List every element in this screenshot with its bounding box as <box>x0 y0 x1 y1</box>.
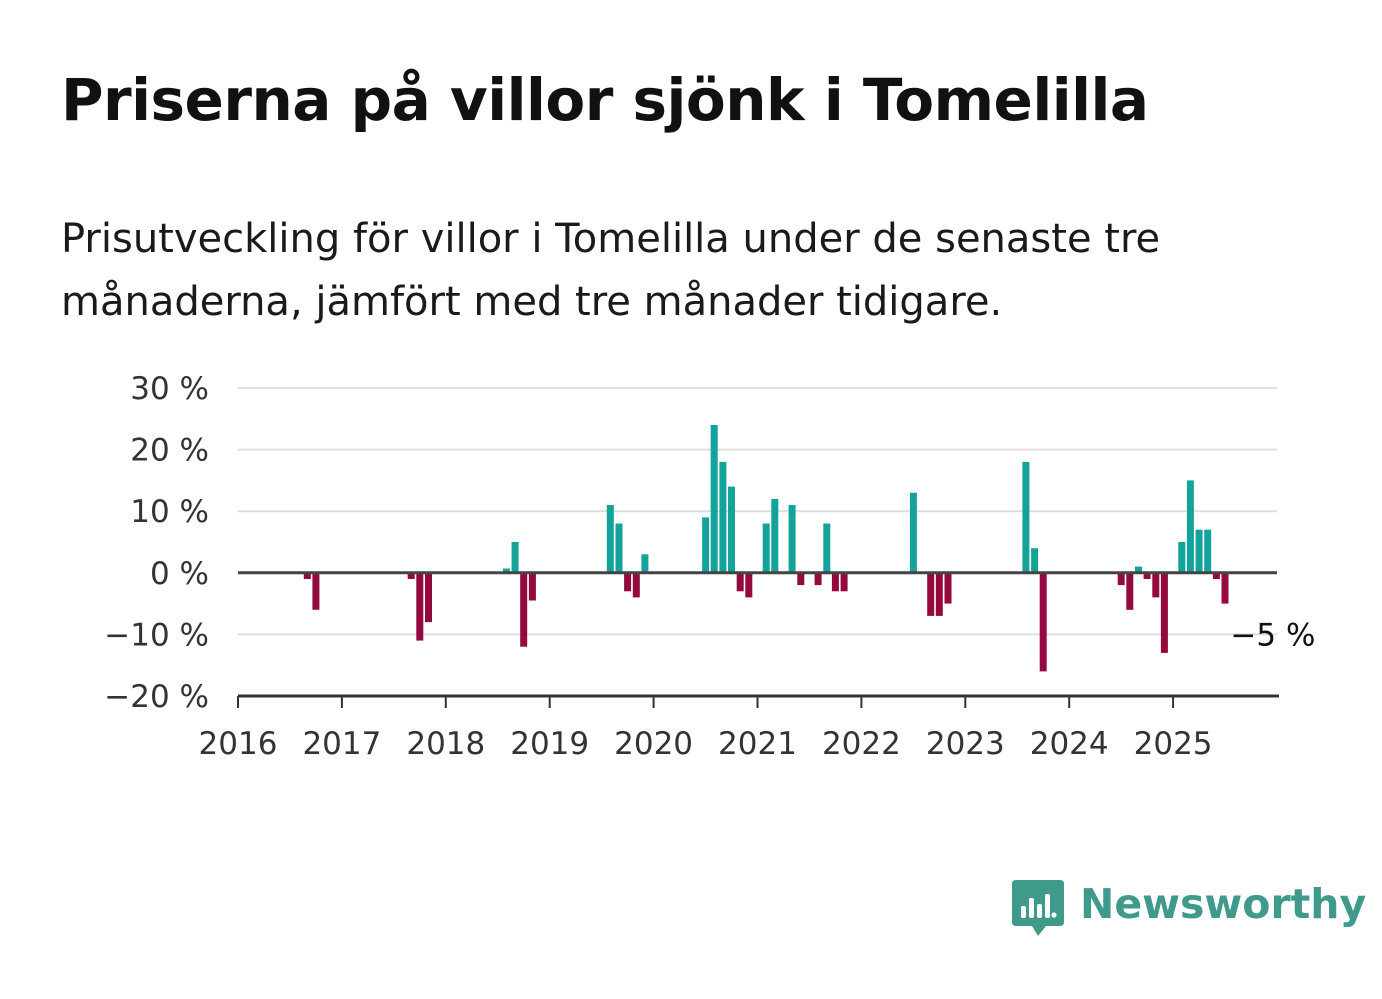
x-tick-label: 2020 <box>614 726 693 762</box>
bar <box>823 523 831 573</box>
x-tick-label: 2024 <box>1030 726 1109 762</box>
bar <box>1195 529 1203 573</box>
bar <box>710 425 718 573</box>
bar <box>520 572 528 647</box>
bar <box>814 572 822 586</box>
bar <box>944 572 952 604</box>
bar <box>425 572 432 623</box>
bar <box>1221 572 1229 604</box>
y-tick-label: 0 % <box>150 556 209 592</box>
bar <box>1160 572 1168 653</box>
x-tick-label: 2025 <box>1134 726 1213 762</box>
y-tick-label: 10 % <box>130 494 209 530</box>
bar <box>909 492 917 573</box>
newsworthy-logo: Newsworthy <box>1010 878 1366 942</box>
latest-value-annotation: −5 % <box>1230 617 1315 653</box>
chart-subtitle: Prisutveckling för villor i Tomelilla un… <box>61 216 1161 325</box>
x-tick-label: 2017 <box>302 726 381 762</box>
bar <box>1135 566 1142 573</box>
bar <box>1186 480 1194 573</box>
bar <box>1204 529 1212 573</box>
bar <box>728 486 735 573</box>
x-tick-label: 2019 <box>510 726 589 762</box>
bar <box>312 572 320 610</box>
grid-lines <box>238 387 1277 636</box>
x-tick-label: 2016 <box>199 726 278 762</box>
bar <box>831 572 839 592</box>
x-tick-label: 2018 <box>406 726 485 762</box>
bar <box>528 572 536 601</box>
tick-labels: 30 % 20 % 10 % 0 % −10 % −20 % 2016 2017 2018 201… <box>104 371 1315 762</box>
bar <box>606 505 614 573</box>
bar <box>702 517 710 573</box>
x-tick-label: 2021 <box>718 726 797 762</box>
bar <box>1039 572 1047 672</box>
y-tick-label: −10 % <box>104 617 209 653</box>
y-tick-label: −20 % <box>104 679 209 715</box>
y-tick-label: 30 % <box>130 371 209 407</box>
bar <box>840 572 848 592</box>
bar <box>797 572 805 586</box>
bar <box>615 523 623 573</box>
newsworthy-bar-chart-icon <box>1012 880 1064 936</box>
bar <box>407 572 415 579</box>
bar <box>641 554 649 573</box>
bar <box>719 461 727 573</box>
bar <box>1126 572 1134 610</box>
bar <box>1117 572 1125 586</box>
bar <box>762 523 770 573</box>
y-tick-label: 20 % <box>130 433 209 469</box>
bar <box>935 572 943 616</box>
bar <box>745 572 753 598</box>
bar <box>1143 572 1151 579</box>
bar <box>416 572 424 641</box>
bar <box>1212 572 1220 579</box>
bar <box>303 572 311 579</box>
bars <box>303 425 1229 672</box>
bar <box>511 542 519 573</box>
bar <box>771 498 779 573</box>
chart-title: Priserna på villor sjönk i Tomelilla <box>61 66 1149 134</box>
bar <box>1178 542 1186 573</box>
bar <box>502 568 510 573</box>
bar <box>624 572 632 592</box>
bar <box>632 572 640 598</box>
bar <box>1031 548 1039 573</box>
bar <box>927 572 935 616</box>
axes <box>237 571 1279 708</box>
price-change-bar-chart: 30 % 20 % 10 % 0 % −10 % −20 % 2016 2017 2018 201… <box>104 371 1315 762</box>
x-tick-label: 2023 <box>926 726 1005 762</box>
x-tick-label: 2022 <box>822 726 901 762</box>
bar <box>1152 572 1160 598</box>
bar <box>1022 461 1030 573</box>
brand-name: Newsworthy <box>1080 880 1367 928</box>
bar <box>736 572 744 592</box>
bar <box>788 505 796 573</box>
